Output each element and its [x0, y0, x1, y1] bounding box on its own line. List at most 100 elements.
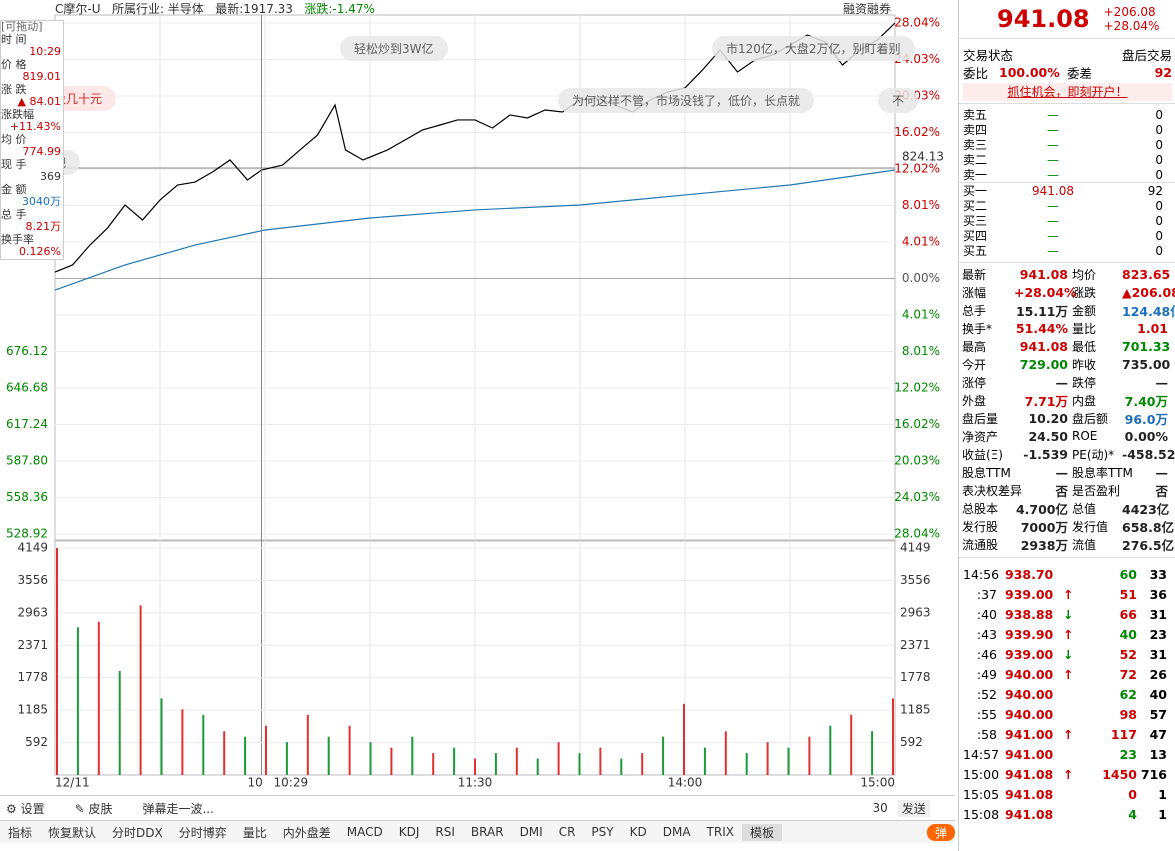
stock-name: C摩尔-U [55, 2, 101, 16]
trade-count: 57 [1149, 706, 1167, 722]
status: 盘后交易 [1121, 47, 1172, 63]
order-row: 买四 — 0 [959, 228, 1175, 244]
trade-time: 14:57 [963, 746, 1000, 762]
skin-label: 皮肤 [88, 801, 113, 816]
indicator-tab[interactable]: CR [558, 825, 576, 839]
indicator-tab[interactable]: TRIX [706, 825, 734, 839]
order-row: 卖四 — 0 [959, 122, 1175, 138]
indicator-tab[interactable]: 内外盘差 [282, 825, 331, 840]
stat-value: — [1155, 464, 1169, 480]
x-tick-label: 12/11 [55, 776, 90, 790]
volume-tick-label: 1185 [17, 703, 48, 717]
indicator-tab[interactable]: 弹 [926, 823, 955, 841]
indicator-tab[interactable]: 分时DDX [112, 825, 163, 840]
indicator-tab[interactable]: DMI [519, 825, 543, 839]
stat-row: 收益(Ξ) -1.539 PE(动)* -458.52 [959, 445, 1175, 463]
volume-bar [181, 709, 184, 775]
volume-bar [662, 736, 665, 775]
skin[interactable]: ✎ 皮肤 [74, 801, 113, 816]
indicator-tab[interactable]: PSY [591, 825, 614, 839]
danmaku-input[interactable]: 弹幕走一波... [142, 801, 214, 816]
x-tick-label: 14:00 [668, 776, 703, 790]
indicator-tab[interactable]: KD [629, 825, 647, 839]
margin-link[interactable]: 融资融券 [843, 2, 892, 16]
trade-row: :37 939.00 ↑ 51 36 [959, 584, 1175, 604]
y2-tick-label: 12.02% [894, 161, 940, 175]
order-price: — [1047, 137, 1059, 152]
indicator-tab[interactable]: 恢复默认 [48, 825, 97, 840]
trade-count: 33 [1149, 566, 1167, 582]
volume-bar [285, 742, 288, 775]
volume-bar [202, 714, 205, 775]
y-tick-label: 587.80 [6, 454, 48, 468]
stat-value: — [1055, 464, 1069, 480]
index: 最新:1917.33 [215, 2, 293, 16]
stat-value: 729.00 [1019, 356, 1068, 372]
indicator-tab[interactable]: DMA [662, 825, 691, 839]
trade-time: :55 [976, 706, 997, 722]
order-row: 卖五 — 0 [959, 107, 1175, 123]
x-tick-label: 11:30 [458, 776, 493, 790]
danmaku: 为何这样不管，市场没钱了，低价，长点就 [558, 88, 815, 113]
volume-tick-label-right: 2371 [900, 638, 931, 652]
volume-tick-label: 3556 [17, 573, 48, 587]
y2-tick-label: 8.01% [902, 344, 940, 358]
volume-bar [808, 736, 811, 775]
stat-label: PE(动)* [1072, 447, 1115, 462]
trade-time: :40 [976, 606, 997, 622]
trade-row: 14:57 941.00 23 13 [959, 744, 1175, 764]
volume-tick-label: 4149 [17, 541, 48, 555]
indicator-tab[interactable]: 指标 [8, 825, 33, 840]
stat-label: ROE [1072, 429, 1098, 443]
order-volume: 0 [1155, 198, 1163, 213]
stat-label: 涨停 [962, 375, 987, 390]
indicator-tab[interactable]: 量比 [242, 825, 267, 840]
trade-row: 15:08 941.08 4 1 [959, 804, 1175, 824]
stat-row: 发行股 7000万 发行值 658.8亿 [959, 517, 1175, 535]
indicator-tab[interactable]: KDJ [398, 825, 420, 839]
tooltip-value: 8.21万 [25, 220, 62, 233]
stat-label: 最高 [962, 339, 987, 354]
trade-volume: 51 [1119, 586, 1137, 602]
stat-label: 量比 [1072, 321, 1097, 336]
trade-price: 941.00 [1005, 746, 1054, 762]
trade-arrow: ↑ [1063, 726, 1074, 742]
volume-bar [411, 736, 414, 775]
indicator-tab[interactable]: 模板 [741, 823, 782, 841]
stat-label: 表决权差异 [962, 483, 1023, 498]
trade-count: 40 [1149, 686, 1167, 702]
volume-bar [787, 747, 790, 775]
trade-price: 940.00 [1005, 686, 1054, 702]
indicator-tab[interactable]: MACD [346, 825, 383, 839]
trade-volume: 60 [1119, 566, 1137, 582]
send-button[interactable]: 发送 [897, 799, 930, 817]
stat-label: 是否盈利 [1072, 483, 1121, 498]
stat-value: 10.20 [1028, 410, 1068, 426]
settings[interactable]: ⚙ 设置 [6, 801, 45, 816]
indicator-tab[interactable]: 分时博弈 [178, 825, 227, 840]
y2-tick-label: 20.03% [894, 454, 940, 468]
order-label: 卖四 [963, 123, 988, 137]
trade-volume: 4 [1128, 806, 1137, 822]
volume-bar [348, 725, 351, 775]
indicator-tab[interactable]: RSI [435, 825, 455, 839]
promo-link[interactable]: 抓住机会，即刻开户！ [963, 83, 1172, 101]
indicator-tab[interactable]: BRAR [470, 825, 504, 839]
stat-value: 96.0万 [1124, 411, 1168, 427]
cursor-tooltip[interactable]: [可拖动] 时 间 10:29 价 格 819.01 涨 跌 ▲ 84.01 涨跌幅 +11.4… [0, 20, 64, 260]
order-price: 941.08 [1032, 183, 1074, 198]
volume-bar [599, 747, 602, 775]
volume-tick-label-right: 2963 [900, 605, 931, 619]
trade-row: :58 941.00 ↑ 117 47 [959, 724, 1175, 744]
volume-bar [766, 742, 769, 775]
order-label: 卖一 [963, 168, 988, 182]
trade-volume: 62 [1119, 686, 1137, 702]
stat-label: 跌停 [1072, 375, 1097, 390]
last-price: 941.08 [997, 5, 1090, 33]
order-row: 卖三 — 0 [959, 137, 1175, 153]
tooltip-value: 3040万 [22, 195, 61, 208]
trade-time: 15:00 [963, 766, 1000, 782]
stat-row: 最新 941.08 均价 823.65 [959, 265, 1175, 283]
